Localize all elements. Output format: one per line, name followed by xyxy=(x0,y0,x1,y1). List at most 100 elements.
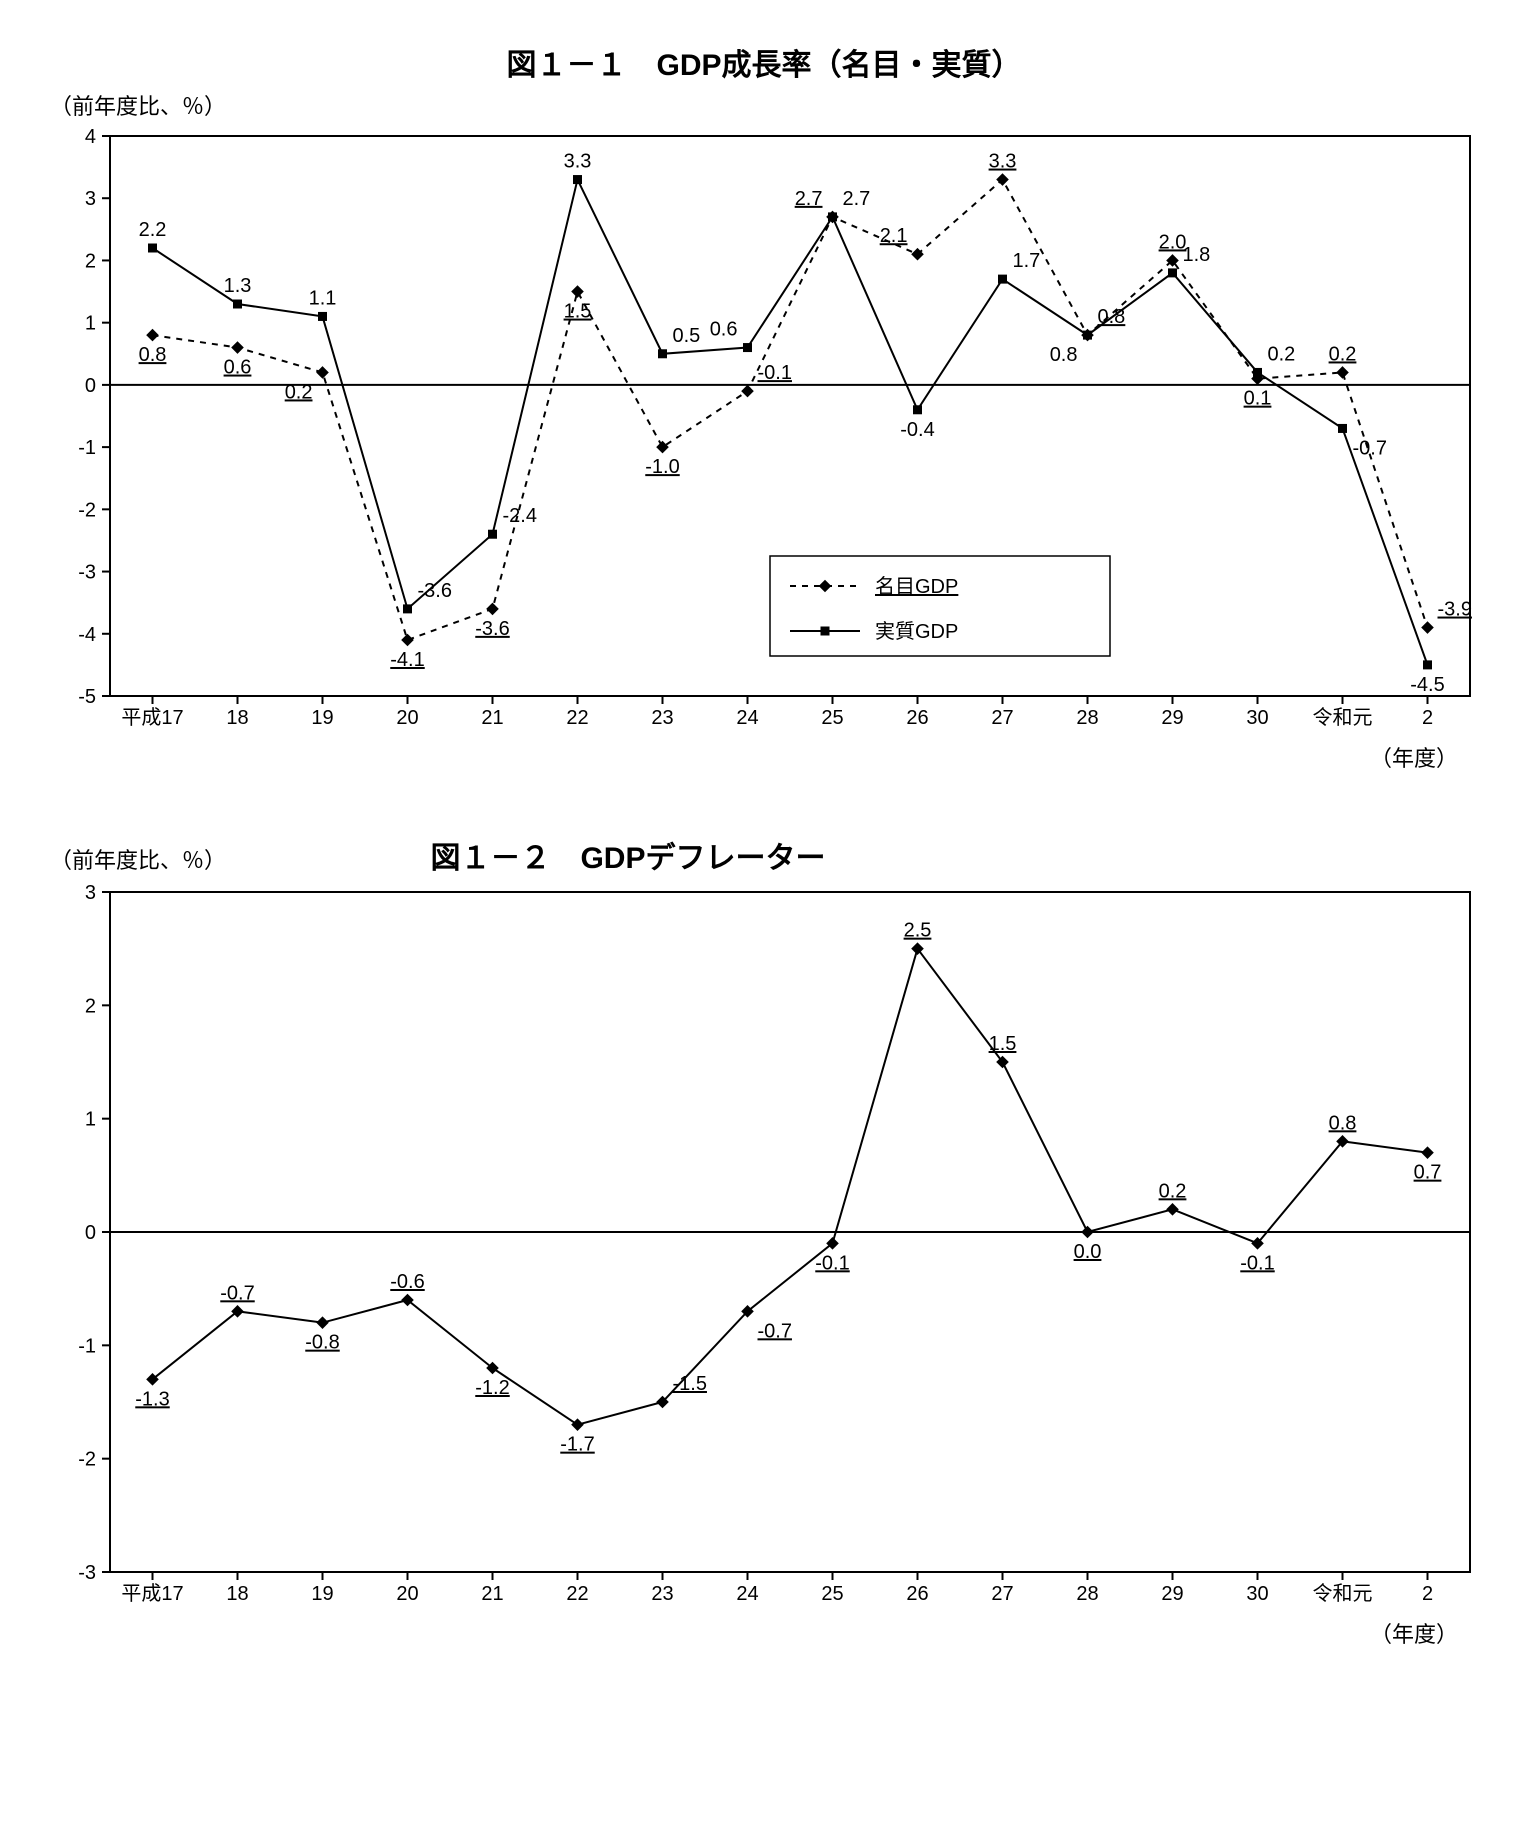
svg-text:-1.0: -1.0 xyxy=(645,456,679,478)
svg-text:30: 30 xyxy=(1246,1583,1268,1605)
svg-text:-0.8: -0.8 xyxy=(305,1332,339,1354)
svg-text:0.2: 0.2 xyxy=(1329,343,1357,365)
svg-text:1.5: 1.5 xyxy=(989,1033,1017,1055)
chart-2-title: 図１－２ GDPデフレーター xyxy=(430,833,825,877)
svg-text:1.7: 1.7 xyxy=(1013,250,1041,272)
svg-text:29: 29 xyxy=(1161,707,1183,729)
svg-text:0.8: 0.8 xyxy=(1050,344,1078,366)
chart-1-svg: -5-4-3-2-101234平成17181920212223242526272… xyxy=(40,126,1500,736)
chart-2-svg: -3-2-10123平成1718192021222324252627282930… xyxy=(40,882,1500,1612)
svg-text:0.6: 0.6 xyxy=(710,319,738,341)
chart-1-title: 図１－１ GDP成長率（名目・実質） xyxy=(40,40,1488,84)
svg-text:名目GDP: 名目GDP xyxy=(875,575,958,598)
svg-text:0: 0 xyxy=(85,375,96,397)
svg-text:-2: -2 xyxy=(78,499,96,521)
svg-text:0.2: 0.2 xyxy=(1159,1180,1187,1202)
svg-text:-0.1: -0.1 xyxy=(758,362,792,384)
chart-1-y-label: （前年度比、％） xyxy=(50,89,1488,121)
svg-text:1: 1 xyxy=(85,1109,96,1131)
svg-text:-4.5: -4.5 xyxy=(1410,674,1444,696)
svg-text:-0.1: -0.1 xyxy=(1240,1252,1274,1274)
svg-text:-1: -1 xyxy=(78,1335,96,1357)
svg-text:26: 26 xyxy=(906,1583,928,1605)
svg-text:18: 18 xyxy=(226,1583,248,1605)
svg-text:-5: -5 xyxy=(78,686,96,708)
svg-text:28: 28 xyxy=(1076,1583,1098,1605)
svg-text:-0.6: -0.6 xyxy=(390,1271,424,1293)
svg-text:-0.4: -0.4 xyxy=(900,419,934,441)
svg-text:2: 2 xyxy=(85,995,96,1017)
chart-2-container: （前年度比、％） 図１－２ GDPデフレーター -3-2-10123平成1718… xyxy=(40,833,1488,1649)
chart-1-container: 図１－１ GDP成長率（名目・実質） （前年度比、％） -5 -4 -3 -2 -1 0 1… xyxy=(40,40,1488,773)
svg-text:1.5: 1.5 xyxy=(564,301,592,323)
svg-text:0: 0 xyxy=(85,1222,96,1244)
svg-text:22: 22 xyxy=(566,1583,588,1605)
svg-text:0.2: 0.2 xyxy=(1268,343,1296,365)
svg-text:20: 20 xyxy=(396,707,418,729)
svg-text:-1.3: -1.3 xyxy=(135,1388,169,1410)
svg-text:-3.6: -3.6 xyxy=(475,618,509,640)
svg-text:0.2: 0.2 xyxy=(285,381,313,403)
svg-text:-1.7: -1.7 xyxy=(560,1434,594,1456)
svg-text:21: 21 xyxy=(481,707,503,729)
svg-text:19: 19 xyxy=(311,707,333,729)
svg-text:2: 2 xyxy=(1422,707,1433,729)
svg-text:-2: -2 xyxy=(78,1449,96,1471)
chart-2-y-label: （前年度比、％） xyxy=(50,843,226,875)
svg-text:1: 1 xyxy=(85,313,96,335)
svg-text:-3: -3 xyxy=(78,1562,96,1584)
svg-text:24: 24 xyxy=(736,707,758,729)
svg-text:3: 3 xyxy=(85,188,96,210)
svg-text:-3: -3 xyxy=(78,562,96,584)
svg-text:29: 29 xyxy=(1161,1583,1183,1605)
svg-text:2.5: 2.5 xyxy=(904,920,932,942)
svg-text:1.1: 1.1 xyxy=(309,287,337,309)
svg-text:1.8: 1.8 xyxy=(1183,244,1211,266)
svg-text:-0.7: -0.7 xyxy=(1353,437,1387,459)
svg-text:25: 25 xyxy=(821,1583,843,1605)
svg-text:23: 23 xyxy=(651,1583,673,1605)
svg-text:平成17: 平成17 xyxy=(121,1582,183,1605)
svg-text:24: 24 xyxy=(736,1583,758,1605)
svg-text:0.0: 0.0 xyxy=(1074,1241,1102,1263)
svg-text:2.7: 2.7 xyxy=(795,188,823,210)
svg-text:3.3: 3.3 xyxy=(989,151,1017,173)
svg-text:-1: -1 xyxy=(78,437,96,459)
svg-text:22: 22 xyxy=(566,707,588,729)
svg-text:-3.6: -3.6 xyxy=(418,580,452,602)
svg-text:28: 28 xyxy=(1076,707,1098,729)
svg-text:27: 27 xyxy=(991,707,1013,729)
svg-text:3.3: 3.3 xyxy=(564,151,592,173)
svg-text:2.2: 2.2 xyxy=(139,219,167,241)
svg-text:0.8: 0.8 xyxy=(139,344,167,366)
svg-text:-0.1: -0.1 xyxy=(815,1252,849,1274)
svg-text:23: 23 xyxy=(651,707,673,729)
svg-text:-3.9: -3.9 xyxy=(1438,599,1472,621)
svg-text:27: 27 xyxy=(991,1583,1013,1605)
svg-text:1.3: 1.3 xyxy=(224,275,252,297)
svg-text:-1.2: -1.2 xyxy=(475,1377,509,1399)
svg-text:0.5: 0.5 xyxy=(673,325,701,347)
svg-text:-1.5: -1.5 xyxy=(673,1373,707,1395)
svg-text:-4.1: -4.1 xyxy=(390,649,424,671)
svg-text:実質GDP: 実質GDP xyxy=(875,620,958,643)
svg-text:0.7: 0.7 xyxy=(1414,1162,1442,1184)
svg-text:3: 3 xyxy=(85,882,96,904)
svg-text:18: 18 xyxy=(226,707,248,729)
svg-text:20: 20 xyxy=(396,1583,418,1605)
svg-text:19: 19 xyxy=(311,1583,333,1605)
svg-text:-0.7: -0.7 xyxy=(758,1320,792,1342)
svg-text:平成17: 平成17 xyxy=(121,706,183,729)
svg-text:25: 25 xyxy=(821,707,843,729)
svg-text:4: 4 xyxy=(85,126,96,148)
svg-text:0.8: 0.8 xyxy=(1329,1112,1357,1134)
svg-text:0.1: 0.1 xyxy=(1244,388,1272,410)
svg-text:2: 2 xyxy=(1422,1583,1433,1605)
svg-text:-0.7: -0.7 xyxy=(220,1282,254,1304)
svg-text:2.1: 2.1 xyxy=(880,225,908,247)
svg-text:2: 2 xyxy=(85,250,96,272)
svg-text:-4: -4 xyxy=(78,624,96,646)
svg-text:21: 21 xyxy=(481,1583,503,1605)
svg-text:0.6: 0.6 xyxy=(224,357,252,379)
chart-1-x-label: （年度） xyxy=(40,741,1458,773)
